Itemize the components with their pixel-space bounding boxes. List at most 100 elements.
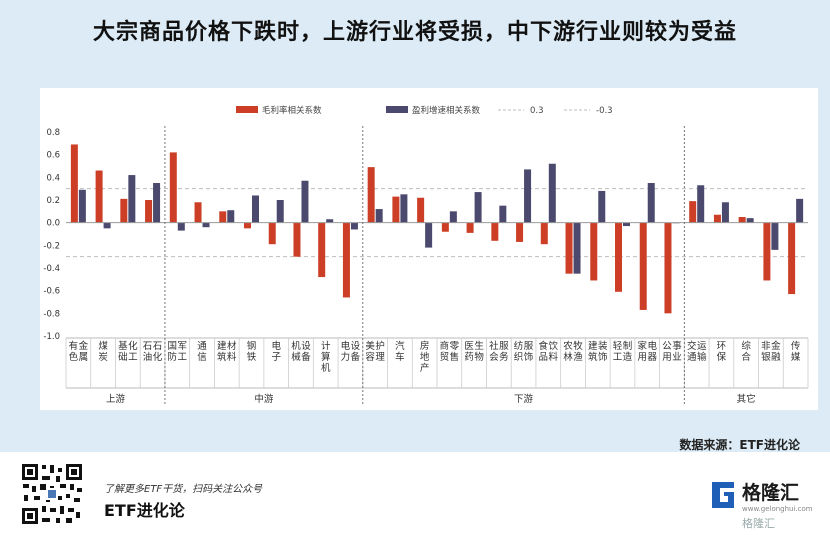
y-tick-label: -0.8 — [43, 309, 60, 319]
watermark: 格隆汇 — [742, 517, 775, 530]
y-tick-label: 0.6 — [46, 151, 60, 161]
bar-profit-growth — [598, 190, 606, 223]
bar-profit-growth — [623, 222, 630, 227]
category-label: 建筑材料 — [217, 340, 237, 363]
bar-gross-margin — [615, 222, 622, 292]
bar-gross-margin — [466, 222, 474, 233]
category-label: 公用事业 — [662, 340, 682, 363]
category-label: 计算机 — [321, 340, 331, 374]
footer-caption: 了解更多ETF干货，扫码关注公众号 — [104, 484, 263, 495]
category-label: 机械设备 — [291, 340, 311, 363]
bar-gross-margin — [95, 170, 103, 223]
bar-profit-growth — [400, 194, 408, 223]
bar-gross-margin — [738, 217, 746, 223]
bar-profit-growth — [746, 218, 754, 223]
legend-label-profit-growth: 盈利增速相关系数 — [412, 105, 481, 116]
category-label: 美容护理 — [365, 340, 385, 363]
bar-gross-margin — [268, 222, 276, 245]
bar-gross-margin — [540, 222, 548, 245]
legend-swatch-gross-margin — [236, 106, 258, 113]
bar-gross-margin — [318, 222, 326, 278]
category-label: 石油石化 — [143, 341, 163, 363]
category-label: 商贸零售 — [440, 340, 460, 363]
bar-profit-growth — [474, 192, 482, 223]
legend-label-gross-margin: 毛利率相关系数 — [262, 105, 322, 116]
y-tick-label: 0.0 — [46, 219, 60, 229]
bar-profit-growth — [252, 195, 259, 223]
category-label: 传媒 — [791, 340, 801, 363]
bar-gross-margin — [565, 222, 573, 274]
data-source: 数据来源：ETF进化论 — [679, 438, 800, 452]
logo-name: 格隆汇 — [742, 482, 800, 504]
category-label: 煤炭 — [98, 340, 108, 363]
category-label: 医药生物 — [464, 340, 484, 363]
chart-panel: 毛利率相关系数 盈利增速相关系数 0.3 -0.3 0.8 0.6 0.4 0.2 0.0 -0.… — [40, 88, 818, 410]
category-label: 房地产 — [420, 340, 430, 374]
bar-gross-margin — [590, 222, 598, 281]
y-tick-label: 0.4 — [46, 173, 60, 183]
category-label: 纺织服饰 — [514, 340, 534, 363]
y-tick-label: -1.0 — [43, 332, 60, 342]
y-tick-label: 0.2 — [46, 196, 60, 206]
bar-gross-margin — [244, 222, 251, 229]
legend-swatch-profit-growth — [386, 106, 408, 113]
bar-profit-growth — [499, 205, 507, 223]
bar-profit-growth — [227, 210, 235, 223]
group-label: 中游 — [254, 393, 274, 405]
bar-gross-margin — [689, 201, 697, 223]
bar-gross-margin — [145, 200, 153, 223]
category-label: 交通运输 — [687, 340, 707, 363]
category-label: 通信 — [197, 341, 207, 363]
bar-profit-growth — [449, 211, 457, 223]
footer — [0, 452, 830, 535]
group-label: 下游 — [514, 393, 534, 405]
bar-gross-margin — [639, 222, 647, 310]
bar-profit-growth — [103, 222, 111, 229]
bar-chart: 毛利率相关系数 盈利增速相关系数 0.3 -0.3 0.8 0.6 0.4 0.2 0.0 -0.… — [43, 105, 809, 406]
category-label: 汽车 — [395, 340, 405, 363]
bar-profit-growth — [202, 222, 210, 228]
chart-title: 大宗商品价格下跌时，上游行业将受损，中下游行业则较为受益 — [92, 20, 737, 45]
bar-profit-growth — [375, 209, 383, 223]
y-tick-label: -0.2 — [43, 241, 60, 251]
y-tick-label: -0.6 — [43, 287, 60, 297]
category-label: 食品饮料 — [539, 340, 559, 363]
category-label: 有色金属 — [69, 340, 89, 363]
logo-url: www.gelonghui.com — [742, 505, 813, 513]
category-label: 国防军工 — [168, 341, 188, 363]
bar-profit-growth — [548, 163, 556, 223]
bar-gross-margin — [763, 222, 771, 281]
category-label: 综合 — [741, 340, 751, 363]
category-label: 电子 — [271, 340, 281, 363]
qr-code-icon[interactable] — [20, 462, 84, 526]
bar-gross-margin — [194, 202, 202, 223]
bar-gross-margin — [367, 167, 375, 223]
bar-profit-growth — [771, 222, 779, 250]
legend-label-neg: -0.3 — [596, 106, 613, 116]
footer-brand-name: ETF进化论 — [104, 501, 185, 520]
bar-profit-growth — [78, 189, 86, 223]
bar-profit-growth — [524, 169, 532, 223]
bar-gross-margin — [169, 152, 177, 223]
bar-gross-margin — [788, 222, 796, 295]
bar-profit-growth — [796, 198, 804, 223]
group-label: 其它 — [737, 393, 756, 405]
bar-gross-margin — [120, 198, 128, 223]
bar-profit-growth — [573, 222, 581, 274]
category-label: 社会服务 — [489, 340, 509, 363]
category-label: 非银金融 — [761, 340, 781, 363]
y-tick-label: 0.8 — [46, 128, 60, 138]
gelonghui-logo-icon — [712, 482, 734, 508]
bar-gross-margin — [70, 144, 78, 223]
category-label: 环保 — [717, 341, 727, 363]
bar-profit-growth — [301, 180, 309, 223]
bar-profit-growth — [425, 222, 433, 248]
bar-profit-growth — [153, 183, 161, 223]
category-label: 建筑装饰 — [588, 340, 608, 363]
bar-gross-margin — [392, 196, 400, 223]
category-label: 基础化工 — [118, 340, 138, 363]
bar-profit-growth — [647, 183, 655, 223]
legend-label-pos: 0.3 — [530, 106, 544, 116]
category-label: 家用电器 — [637, 340, 657, 363]
category-label: 农林牧渔 — [563, 340, 583, 363]
